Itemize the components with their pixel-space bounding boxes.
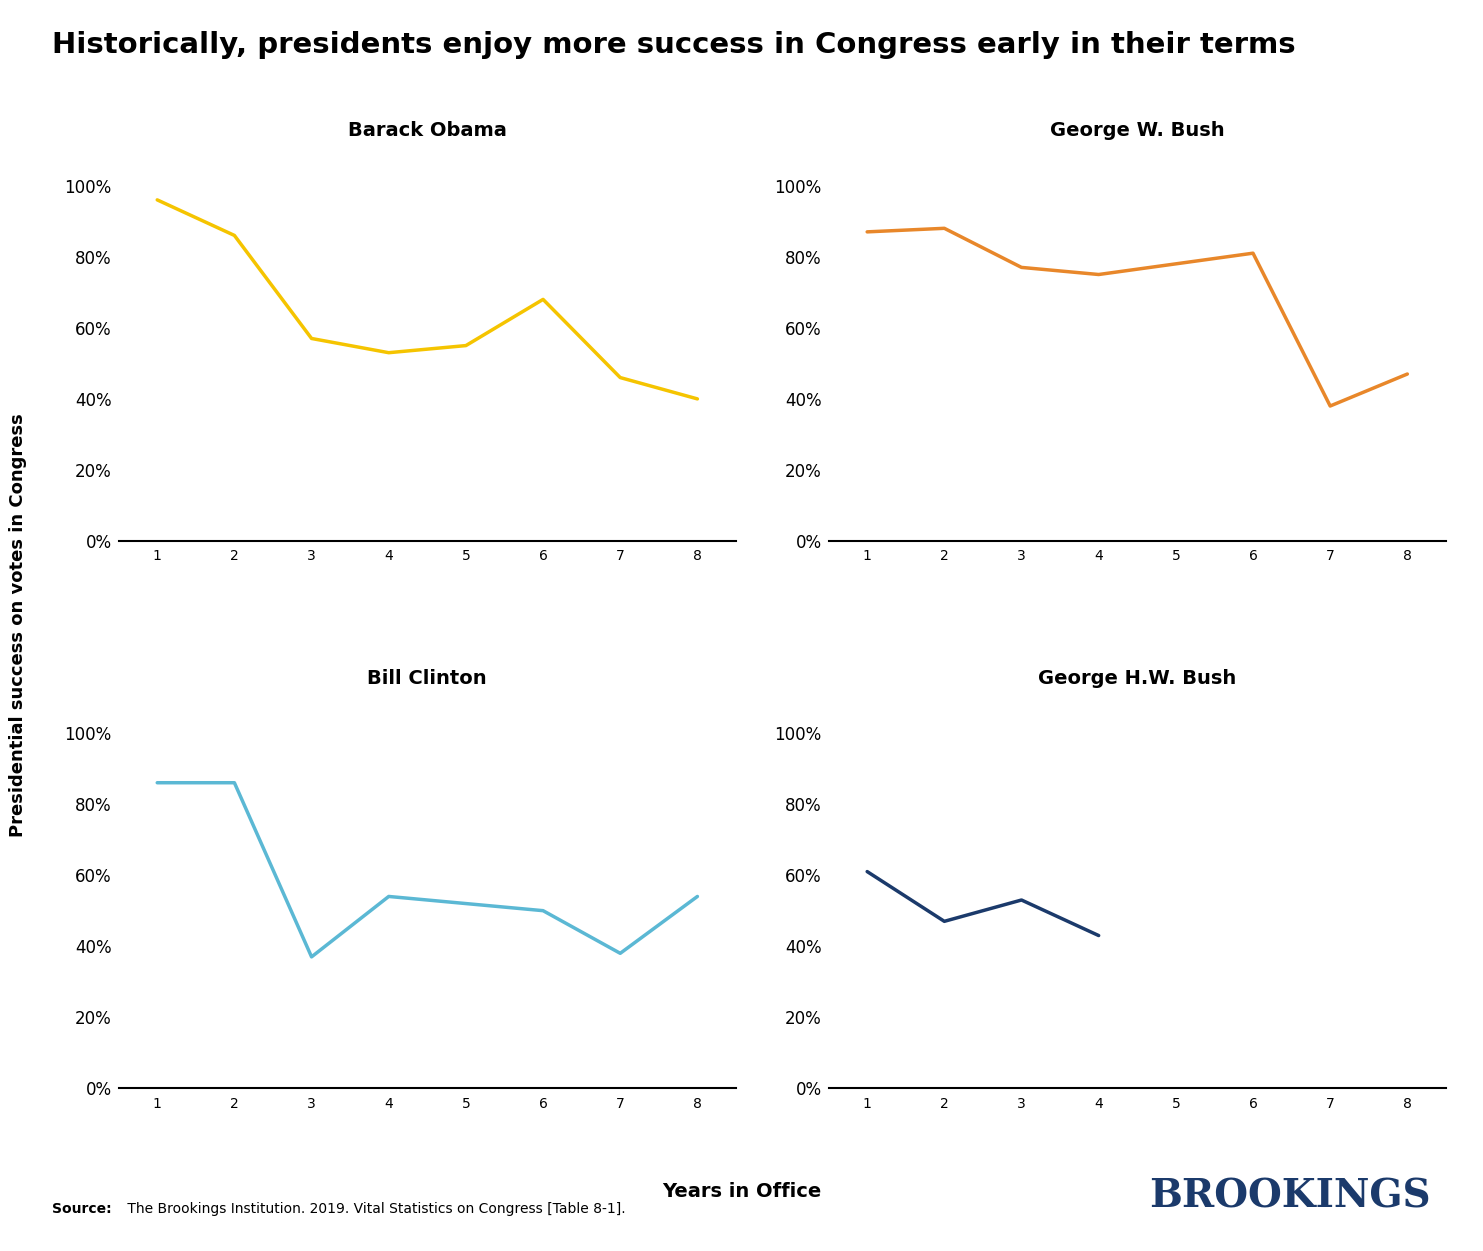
Title: George W. Bush: George W. Bush (1050, 121, 1225, 140)
Text: The Brookings Institution. 2019. Vital Statistics on Congress [Table 8-1].: The Brookings Institution. 2019. Vital S… (123, 1202, 626, 1216)
Title: Barack Obama: Barack Obama (349, 121, 507, 140)
Text: Historically, presidents enjoy more success in Congress early in their terms: Historically, presidents enjoy more succ… (52, 31, 1296, 59)
Text: Source:: Source: (52, 1202, 111, 1216)
Text: Years in Office: Years in Office (661, 1182, 822, 1201)
Text: BROOKINGS: BROOKINGS (1149, 1178, 1431, 1216)
Text: Presidential success on votes in Congress: Presidential success on votes in Congres… (9, 414, 27, 837)
Title: George H.W. Bush: George H.W. Bush (1038, 668, 1237, 688)
Title: Bill Clinton: Bill Clinton (368, 668, 486, 688)
